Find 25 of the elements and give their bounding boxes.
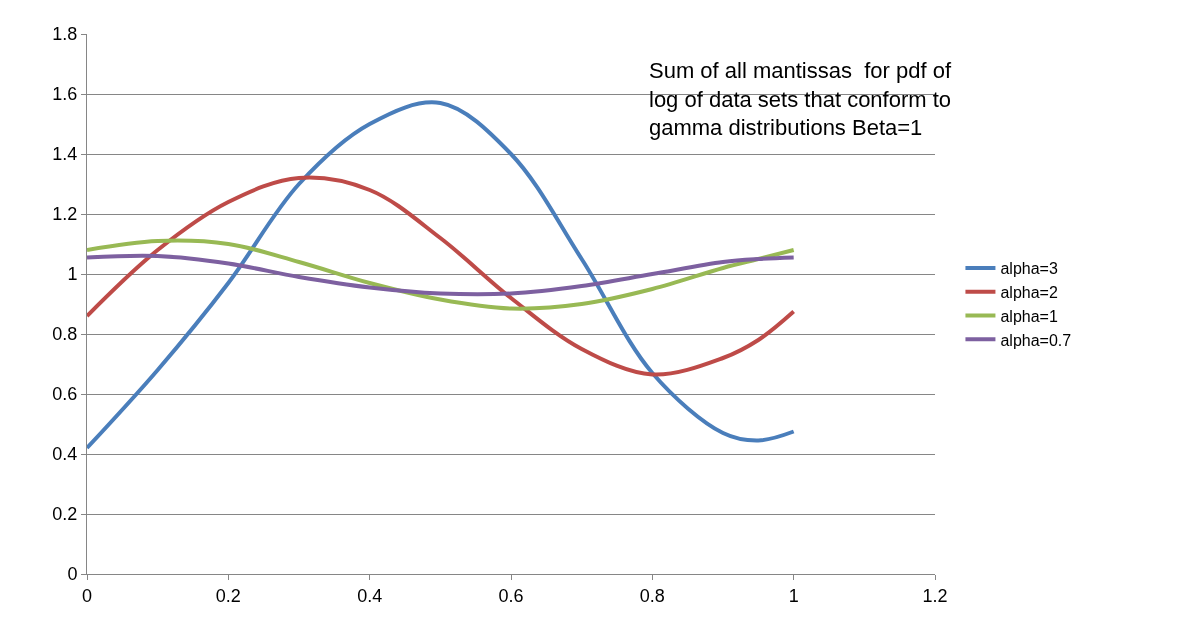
y-tick-label: 1.8 — [52, 24, 78, 45]
x-tick-label: 0.2 — [215, 585, 241, 606]
y-tick-label: 0.6 — [52, 384, 78, 405]
x-tick-label: 0.4 — [357, 585, 383, 606]
y-tick-label: 0 — [67, 564, 78, 585]
legend-label: alpha=0.7 — [1000, 331, 1072, 349]
line-series — [87, 175, 796, 377]
line-series — [87, 238, 796, 311]
x-tick-label: 1.2 — [922, 585, 948, 606]
y-tick-label: 0.4 — [52, 444, 78, 465]
y-tick-label: 1 — [67, 264, 78, 285]
legend-label: alpha=2 — [1000, 283, 1058, 301]
x-tick-label: 0.6 — [498, 585, 524, 606]
text: Sum of all mantissas for pdf of log of data sets that conform to gamma distributions Beta=1 — [649, 58, 952, 141]
line-series — [87, 253, 796, 297]
x-tick-label: 0 — [81, 585, 93, 606]
y-tick-label: 0.2 — [52, 504, 78, 525]
y-tick-label: 1.2 — [52, 204, 78, 225]
legend-label: alpha=3 — [1000, 260, 1058, 278]
y-tick-label: 0.8 — [52, 324, 78, 345]
y-tick-label: 1.6 — [52, 84, 78, 105]
x-tick-label: 1 — [788, 585, 799, 606]
y-tick-label: 1.4 — [52, 144, 78, 165]
legend-label: alpha=1 — [1000, 307, 1058, 325]
x-tick-label: 0.8 — [639, 585, 665, 606]
